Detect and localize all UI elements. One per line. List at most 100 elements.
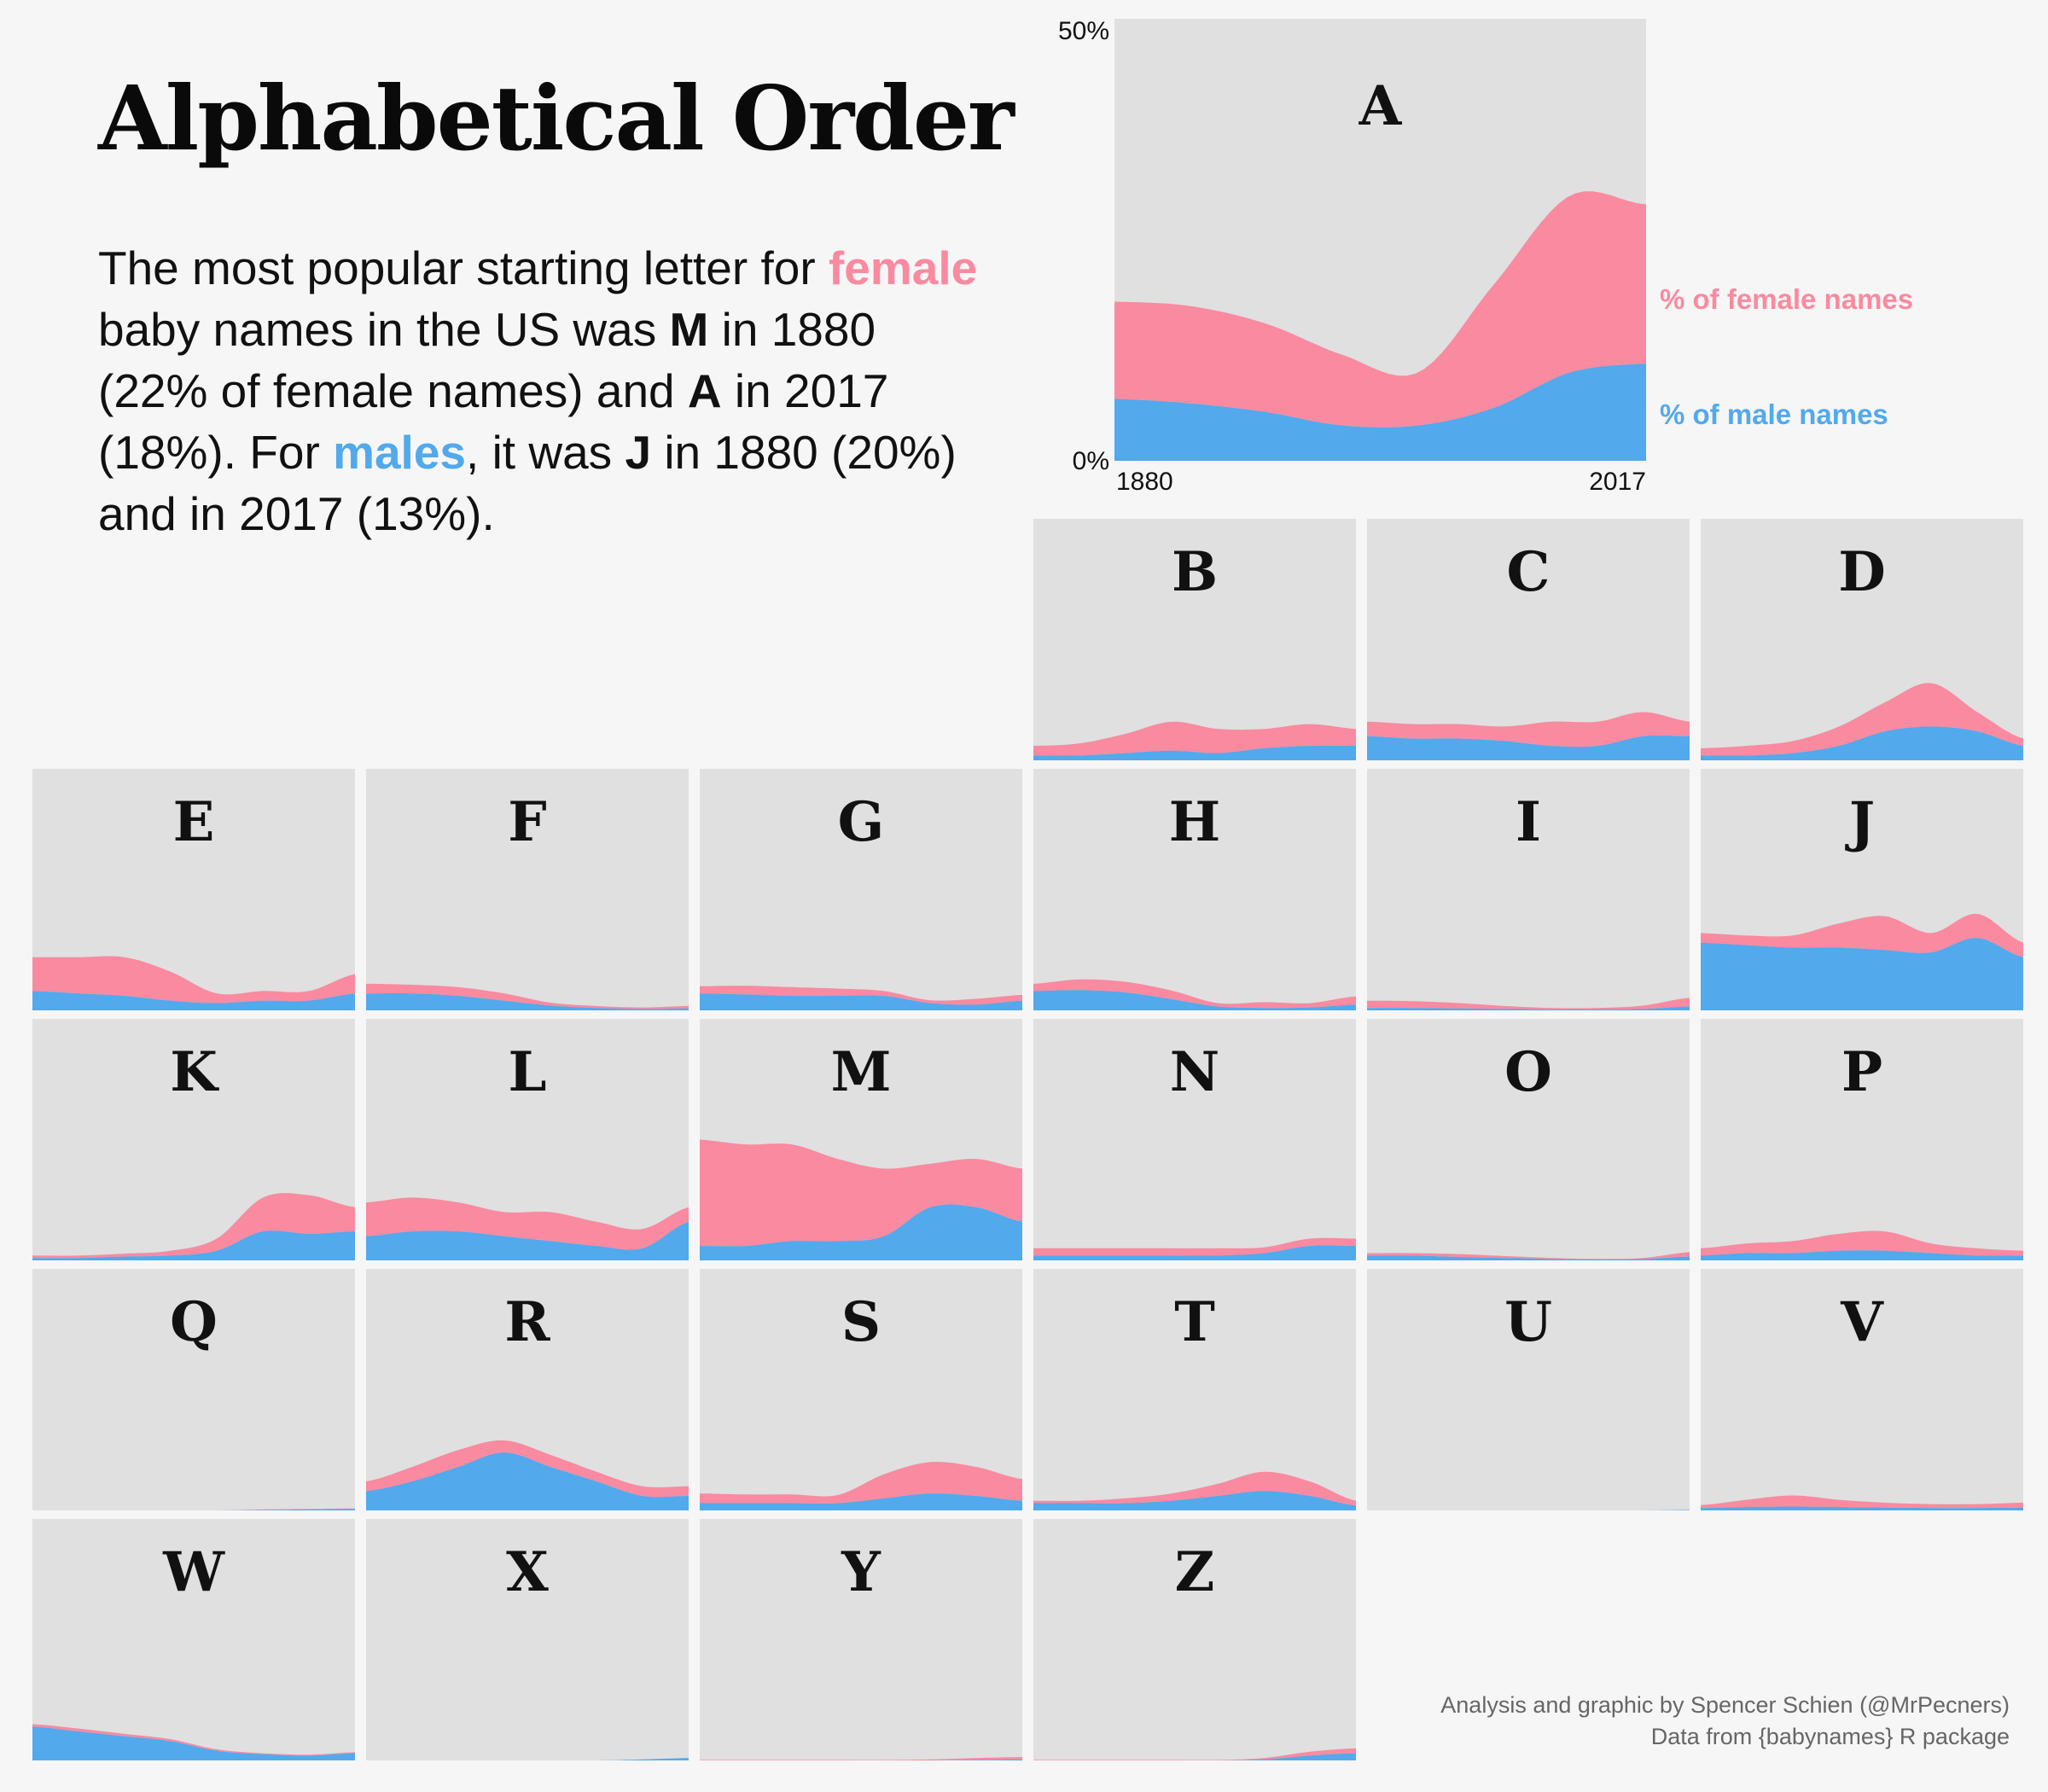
panel-letter: A bbox=[1359, 74, 1403, 138]
panel-letter: D bbox=[1838, 540, 1886, 604]
panel-q: Q bbox=[32, 1269, 355, 1510]
credit-author: Analysis and graphic by Spencer Schien (… bbox=[1440, 1692, 2010, 1718]
panel-background bbox=[1701, 1269, 2023, 1510]
panel-letter: U bbox=[1504, 1290, 1552, 1354]
panel-a-axes: 0% 50% 1880 2017 % of female names % of male … bbox=[1058, 17, 1913, 496]
legend-female-label: % of female names bbox=[1660, 283, 1913, 315]
panel-letter: M bbox=[831, 1040, 892, 1104]
page-title: Alphabetical Order bbox=[98, 66, 1015, 171]
female-area bbox=[1033, 1748, 1356, 1760]
panel-letter: I bbox=[1516, 790, 1541, 854]
panel-u: U bbox=[1367, 1269, 1690, 1510]
panel-letter: Z bbox=[1175, 1540, 1215, 1604]
panel-n: N bbox=[1033, 1019, 1356, 1260]
panel-g: G bbox=[700, 769, 1022, 1010]
subtitle-text: in 2017 (18%). For bbox=[98, 364, 889, 479]
male-area bbox=[1033, 990, 1356, 1010]
panel-background bbox=[1701, 1019, 2023, 1260]
subtitle-text: in 1880 (20%) and in 2017 (13%). bbox=[98, 426, 957, 540]
female-area bbox=[700, 1139, 1022, 1247]
panel-background bbox=[366, 769, 689, 1010]
panel-background bbox=[700, 1519, 1022, 1760]
panel-letter: C bbox=[1507, 540, 1551, 604]
panel-letter: T bbox=[1174, 1290, 1215, 1354]
female-area bbox=[1033, 1471, 1356, 1506]
panel-background bbox=[366, 1519, 689, 1760]
panel-letter: K bbox=[170, 1040, 219, 1104]
male-area bbox=[1033, 1753, 1356, 1760]
subtitle-letter-female-1880: M bbox=[669, 303, 709, 356]
male-area bbox=[1367, 735, 1690, 760]
male-area bbox=[1701, 1250, 2023, 1260]
female-area bbox=[1701, 913, 2023, 957]
female-area bbox=[1367, 998, 1690, 1009]
x-tick-label: 1880 bbox=[1116, 468, 1173, 496]
panel-letter: R bbox=[504, 1290, 550, 1354]
panel-letter: H bbox=[1169, 790, 1220, 854]
male-area bbox=[366, 993, 689, 1010]
panel-x: X bbox=[366, 1519, 689, 1760]
panel-background bbox=[1033, 769, 1356, 1010]
male-area bbox=[366, 1452, 689, 1510]
panel-h: H bbox=[1033, 769, 1356, 1010]
male-area bbox=[366, 1758, 689, 1760]
male-area bbox=[700, 1493, 1022, 1510]
female-area bbox=[366, 1197, 689, 1250]
female-area bbox=[700, 986, 1022, 1005]
panel-letter: O bbox=[1504, 1040, 1552, 1104]
credit-source: Data from {babynames} R package bbox=[1650, 1724, 2010, 1749]
female-area bbox=[1033, 721, 1356, 756]
panel-v: V bbox=[1701, 1269, 2023, 1510]
panel-letter: E bbox=[173, 790, 215, 854]
panel-letter: X bbox=[506, 1540, 549, 1604]
panel-b: B bbox=[1033, 519, 1356, 760]
credits: Analysis and graphic by Spencer Schien (… bbox=[1440, 1690, 2010, 1753]
female-area bbox=[1367, 1252, 1690, 1260]
panel-letter: Q bbox=[170, 1290, 218, 1354]
panel-letter: N bbox=[1170, 1040, 1220, 1104]
male-area bbox=[32, 1726, 355, 1760]
panel-l: L bbox=[366, 1019, 689, 1260]
subtitle-letter-female-2017: A bbox=[687, 364, 722, 417]
male-area bbox=[32, 1509, 355, 1510]
male-area bbox=[700, 993, 1022, 1010]
male-area bbox=[32, 1231, 355, 1260]
male-area bbox=[700, 1204, 1022, 1260]
female-area bbox=[1033, 979, 1356, 1009]
panel-letter: W bbox=[162, 1540, 225, 1604]
panel-k: K bbox=[32, 1019, 355, 1260]
male-area bbox=[1701, 1506, 2023, 1510]
panel-letter: F bbox=[508, 790, 546, 854]
panel-w: W bbox=[32, 1519, 355, 1760]
panel-y: Y bbox=[700, 1519, 1022, 1760]
subtitle-text: The most popular starting letter for bbox=[98, 241, 829, 294]
panel-z: Z bbox=[1033, 1519, 1356, 1760]
panel-background bbox=[1033, 1269, 1356, 1510]
female-area bbox=[366, 1440, 689, 1498]
panel-d: D bbox=[1701, 519, 2023, 760]
panel-background bbox=[1033, 1519, 1356, 1760]
panel-background bbox=[1033, 519, 1356, 760]
y-tick-label: 0% bbox=[1073, 447, 1109, 475]
panel-letter: V bbox=[1840, 1290, 1884, 1354]
female-area bbox=[1367, 712, 1690, 748]
female-area bbox=[32, 1193, 355, 1259]
panel-letter: S bbox=[841, 1290, 881, 1354]
panel-background bbox=[1367, 1019, 1690, 1260]
female-area bbox=[32, 956, 355, 1004]
male-area bbox=[1033, 745, 1356, 760]
panel-o: O bbox=[1367, 1019, 1690, 1260]
female-area bbox=[1033, 1237, 1356, 1256]
male-area bbox=[366, 1221, 689, 1260]
panel-f: F bbox=[366, 769, 689, 1010]
y-tick-label: 50% bbox=[1058, 17, 1109, 45]
panel-c: C bbox=[1367, 519, 1690, 760]
male-area bbox=[1701, 938, 2023, 1010]
female-area bbox=[1701, 683, 2023, 756]
male-area bbox=[32, 991, 355, 1010]
panel-background bbox=[1367, 1269, 1690, 1510]
panel-m: M bbox=[700, 1019, 1022, 1260]
panel-letter: P bbox=[1841, 1040, 1882, 1104]
panel-background bbox=[1367, 769, 1690, 1010]
